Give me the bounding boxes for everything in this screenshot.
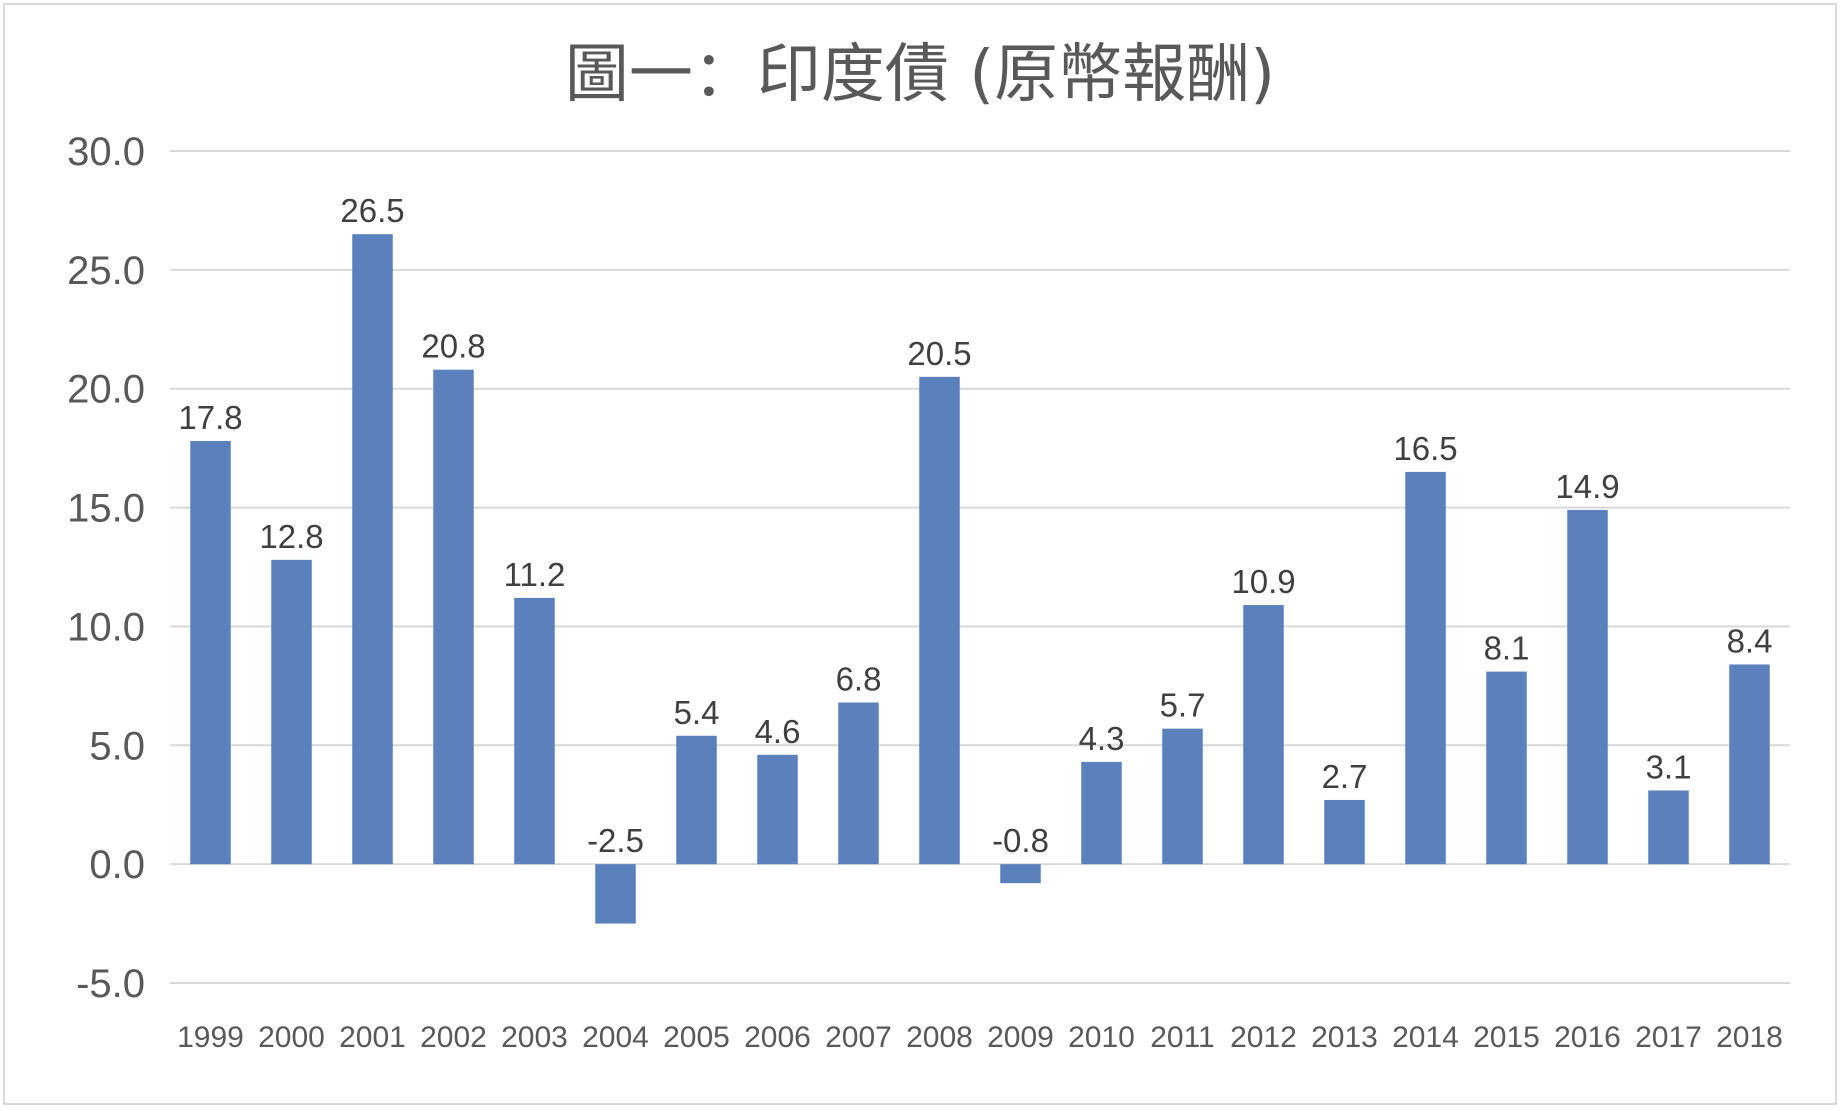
bar: [1081, 761, 1122, 865]
y-tick-label: 15.0: [67, 487, 145, 531]
y-tick-label: 25.0: [67, 249, 145, 293]
bar: [757, 754, 798, 865]
y-tick-label: 10.0: [67, 605, 145, 649]
bar: [190, 441, 231, 865]
bar: [1648, 790, 1689, 865]
bar: [1000, 864, 1041, 884]
bar: [1567, 509, 1608, 865]
data-label: 8.4: [1727, 622, 1773, 659]
data-label: 16.5: [1393, 430, 1457, 467]
bar: [676, 735, 717, 865]
x-tick-label: 2011: [1150, 1021, 1215, 1054]
x-tick-label: 2002: [420, 1021, 487, 1054]
x-tick-label: 2010: [1068, 1021, 1135, 1054]
y-tick-label: 5.0: [89, 724, 145, 768]
bar: [1324, 799, 1365, 865]
data-label: 11.2: [504, 556, 566, 593]
data-label: 4.3: [1079, 720, 1125, 757]
bar: [271, 559, 312, 865]
x-tick-label: 2005: [663, 1021, 730, 1054]
bar: [1486, 671, 1527, 865]
x-tick-label: 2006: [744, 1021, 811, 1054]
x-tick-label: 2016: [1554, 1021, 1621, 1054]
x-tick-label: 2018: [1716, 1021, 1783, 1054]
bar: [919, 376, 960, 865]
x-tick-label: 2013: [1311, 1021, 1378, 1054]
data-label: 8.1: [1484, 630, 1530, 667]
bar: [1729, 664, 1770, 865]
chart-title: 圖一：印度債 (原幣報酬): [564, 38, 1276, 112]
y-tick-label: -5.0: [76, 962, 145, 1006]
data-label: 12.8: [259, 518, 323, 555]
x-tick-label: 2015: [1473, 1021, 1540, 1054]
data-label: 5.7: [1160, 687, 1206, 724]
data-label: 10.9: [1231, 563, 1295, 600]
data-label: 2.7: [1322, 758, 1368, 795]
data-label: 20.5: [907, 335, 971, 372]
data-label: 14.9: [1555, 468, 1619, 505]
data-label: -0.8: [992, 822, 1049, 859]
x-tick-label: 2012: [1230, 1021, 1297, 1054]
bar: [352, 234, 393, 865]
x-tick-label: 2003: [501, 1021, 568, 1054]
data-label: 17.8: [178, 399, 242, 436]
bar: [1162, 728, 1203, 865]
x-tick-label: 2007: [825, 1021, 892, 1054]
data-label: 26.5: [340, 192, 404, 229]
bar: [514, 597, 555, 865]
data-label: 3.1: [1646, 748, 1692, 785]
bar: [433, 369, 474, 865]
bar: [595, 864, 636, 924]
data-label: 20.8: [421, 328, 485, 365]
data-label: -2.5: [587, 822, 644, 859]
bar: [1405, 471, 1446, 865]
data-label: 6.8: [836, 660, 882, 697]
x-tick-label: 2004: [582, 1021, 649, 1054]
x-tick-label: 2009: [987, 1021, 1054, 1054]
bar: [838, 702, 879, 865]
x-tick-label: 1999: [177, 1021, 244, 1054]
bar: [1243, 605, 1284, 865]
x-tick-label: 2014: [1392, 1021, 1459, 1054]
y-tick-label: 20.0: [67, 368, 145, 412]
data-label: 4.6: [755, 713, 801, 750]
data-label: 5.4: [674, 694, 720, 731]
y-tick-label: 0.0: [89, 843, 145, 887]
x-tick-label: 2017: [1635, 1021, 1702, 1054]
x-tick-label: 2001: [339, 1021, 406, 1054]
x-tick-label: 2008: [906, 1021, 973, 1054]
x-tick-label: 2000: [258, 1021, 325, 1054]
y-tick-label: 30.0: [67, 130, 145, 174]
